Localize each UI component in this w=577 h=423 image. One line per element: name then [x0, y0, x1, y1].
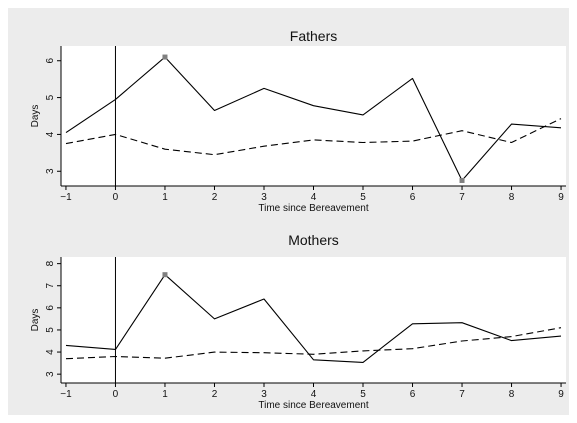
fathers-highlight-marker — [162, 54, 168, 60]
mothers-highlight-marker — [162, 272, 168, 278]
fathers-y-tick-label: 3 — [45, 168, 56, 174]
fathers-y-tick-label: 6 — [45, 58, 56, 64]
mothers-x-tick-label: 9 — [558, 389, 564, 400]
mothers-x-axis-label: Time since Bereavement — [258, 400, 368, 411]
mothers-x-tick-label: 3 — [261, 389, 267, 400]
mothers-plot-area — [61, 257, 566, 383]
mothers-x-tick-label: 6 — [410, 389, 416, 400]
fathers-x-tick-label: 3 — [261, 192, 267, 203]
fathers-y-tick-label: 5 — [45, 94, 56, 100]
fathers-x-tick-label: −1 — [60, 192, 72, 203]
mothers-y-tick-label: 8 — [45, 260, 56, 266]
mothers-x-tick-label: 2 — [212, 389, 218, 400]
mothers-y-tick-label: 7 — [45, 283, 56, 289]
fathers-y-tick-label: 4 — [45, 131, 56, 137]
mothers-series-solid-line — [65, 274, 562, 363]
mothers-x-tick-label: −1 — [60, 389, 72, 400]
fathers-x-tick-label: 0 — [113, 192, 119, 203]
fathers-x-tick-label: 8 — [509, 192, 515, 203]
fathers-x-axis-label: Time since Bereavement — [258, 203, 368, 214]
mothers-y-tick-label: 3 — [45, 371, 56, 377]
mothers-x-tick-label: 7 — [459, 389, 465, 400]
fathers-x-tick-label: 1 — [162, 192, 168, 203]
fathers-x-tick-label: 2 — [212, 192, 218, 203]
fathers-x-tick-label: 5 — [360, 192, 366, 203]
mothers-x-tick-label: 4 — [311, 389, 317, 400]
mothers-title: Mothers — [288, 232, 339, 248]
mothers-y-axis-label: Days — [30, 309, 41, 332]
chart-svg: Fathers −1 0 1 2 3 4 5 6 7 8 9 3 4 5 6 Time since Bereav… — [30, 28, 566, 411]
mothers-x-tick-label: 1 — [162, 389, 168, 400]
mothers-series-dashed-line — [65, 327, 562, 360]
fathers-x-tick-label: 9 — [558, 192, 564, 203]
fathers-plot-area — [61, 46, 566, 186]
mothers-y-tick-label: 5 — [45, 327, 56, 333]
mothers-x-tick-label: 5 — [360, 389, 366, 400]
fathers-title: Fathers — [290, 28, 337, 44]
fathers-x-tick-label: 6 — [410, 192, 416, 203]
fathers-y-axis-label: Days — [30, 105, 41, 128]
mothers-y-tick-label: 6 — [45, 305, 56, 311]
fathers-x-tick-label: 7 — [459, 192, 465, 203]
fathers-highlight-marker — [459, 177, 465, 183]
mothers-x-tick-label: 0 — [113, 389, 119, 400]
mothers-x-tick-label: 8 — [509, 389, 515, 400]
fathers-x-tick-label: 4 — [311, 192, 317, 203]
fathers-series-dashed-line — [65, 118, 562, 156]
fathers-series-solid-line — [65, 56, 562, 182]
figure: Fathers −1 0 1 2 3 4 5 6 7 8 9 3 4 5 6 Time since Bereav… — [8, 8, 569, 415]
mothers-y-tick-label: 4 — [45, 349, 56, 355]
